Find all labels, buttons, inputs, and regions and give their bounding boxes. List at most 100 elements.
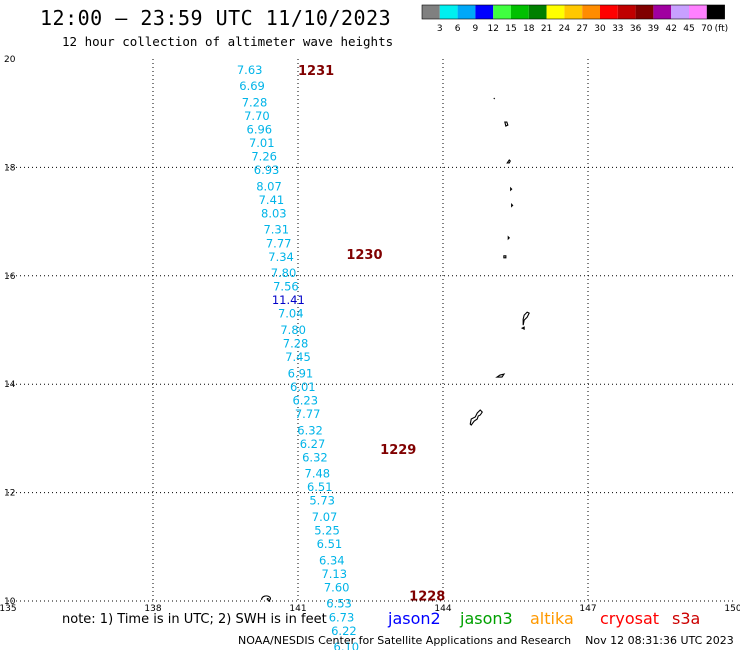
wave-height-point: 6.01 xyxy=(290,380,316,394)
wave-height-point: 6.73 xyxy=(329,610,355,624)
wave-height-point: 7.48 xyxy=(305,467,331,481)
color-scale-label: 30 xyxy=(594,24,606,34)
color-scale-legend: 3 6 9 12 15 18 21 24 27 30 33 36 39 42 45 70 (ft) xyxy=(421,4,729,34)
x-tick-label: 147 xyxy=(579,604,596,614)
color-scale-label: 42 xyxy=(665,24,676,34)
color-scale-label: 15 xyxy=(505,24,516,34)
wave-height-point: 7.80 xyxy=(280,323,306,337)
wave-height-point: 6.51 xyxy=(317,537,343,551)
y-tick-label: 10 xyxy=(4,597,16,607)
wave-height-point: 6.27 xyxy=(300,437,326,451)
wave-height-point: 7.13 xyxy=(321,567,347,581)
island-outlines xyxy=(261,97,530,602)
wave-height-point: 6.69 xyxy=(239,79,265,93)
color-scale-label: 9 xyxy=(473,24,479,34)
color-scale-label: 12 xyxy=(487,24,498,34)
time-labels: 1231 1230 1229 1228 xyxy=(298,64,445,605)
wave-height-point: 7.28 xyxy=(283,337,309,351)
color-swatch xyxy=(546,5,565,19)
wave-height-point: 7.34 xyxy=(268,250,294,264)
color-swatch xyxy=(493,5,511,19)
wave-height-point: 6.93 xyxy=(254,163,280,177)
y-tick-label: 12 xyxy=(4,489,15,499)
island-saipan-tinian xyxy=(520,311,530,331)
credit-timestamp: Nov 12 08:31:36 UTC 2023 xyxy=(585,634,734,647)
mission-label-s3a: s3a xyxy=(672,609,701,628)
wave-height-point: 7.04 xyxy=(278,307,304,321)
color-scale-label: 70 xyxy=(701,24,713,34)
color-scale-unit: (ft) xyxy=(715,24,729,34)
color-scale-label: 24 xyxy=(559,24,571,34)
wave-height-point: 11.41 xyxy=(272,293,305,307)
color-scale-label: 27 xyxy=(576,24,587,34)
color-swatch xyxy=(475,5,494,19)
island-guam xyxy=(469,409,483,426)
axis-tick-labels: 135 138 141 144 147 150 10 12 14 16 18 20 xyxy=(0,55,740,614)
wave-height-point: 6.34 xyxy=(319,553,345,567)
color-swatch xyxy=(671,5,689,19)
wave-height-point: 8.03 xyxy=(261,206,287,220)
color-scale-label: 21 xyxy=(541,24,552,34)
color-swatch xyxy=(582,5,600,19)
color-scale-label: 33 xyxy=(612,24,623,34)
island-anatahan xyxy=(503,255,507,259)
grid-lines xyxy=(8,59,733,602)
color-swatch xyxy=(689,5,707,19)
wave-height-point: 6.32 xyxy=(297,423,323,437)
time-label: 1230 xyxy=(346,248,382,263)
page-title: 12:00 – 23:59 UTC 11/10/2023 xyxy=(40,6,392,30)
color-swatch xyxy=(706,5,725,19)
y-tick-label: 18 xyxy=(4,163,16,173)
wave-height-point: 6.53 xyxy=(326,597,352,611)
wave-height-point: 7.80 xyxy=(271,266,297,280)
color-swatch xyxy=(600,5,618,19)
y-tick-label: 20 xyxy=(4,55,16,65)
color-swatch xyxy=(457,5,476,19)
color-scale-label: 18 xyxy=(523,24,535,34)
wave-height-point: 7.77 xyxy=(295,407,321,421)
wave-height-point: 7.70 xyxy=(244,109,270,123)
wave-height-point: 7.31 xyxy=(263,223,289,237)
footer-note: note: 1) Time is in UTC; 2) SWH is in fe… xyxy=(62,612,327,627)
wave-height-point: 7.28 xyxy=(242,95,268,109)
wave-height-point: 7.45 xyxy=(285,350,311,364)
island-asuncion xyxy=(506,159,511,164)
time-label: 1228 xyxy=(409,590,445,605)
wave-height-point: 6.22 xyxy=(331,624,357,638)
time-label: 1229 xyxy=(380,443,416,458)
color-swatch xyxy=(564,5,583,19)
credit-text: NOAA/NESDIS Center for Satellite Applica… xyxy=(238,634,572,647)
wave-height-point: 6.10 xyxy=(334,640,360,650)
island-pagan xyxy=(511,203,514,208)
wave-height-point: 5.25 xyxy=(314,524,340,538)
wave-height-point: 7.56 xyxy=(273,280,299,294)
color-swatch xyxy=(422,5,440,19)
island-fais xyxy=(261,595,271,602)
wave-height-point: 6.51 xyxy=(307,480,333,494)
wave-height-values: 7.636.697.287.706.967.017.266.938.077.41… xyxy=(237,63,360,650)
wave-height-point: 7.26 xyxy=(251,150,277,164)
footer-credit: NOAA/NESDIS Center for Satellite Applica… xyxy=(238,634,734,647)
y-tick-label: 16 xyxy=(4,272,16,282)
time-label: 1231 xyxy=(298,64,334,79)
wave-height-point: 6.32 xyxy=(302,450,328,464)
wave-height-point: 6.23 xyxy=(292,393,318,407)
island-rota xyxy=(495,373,506,378)
color-swatch xyxy=(635,5,654,19)
island-maug xyxy=(504,121,509,127)
x-tick-label: 150 xyxy=(724,604,740,614)
wave-height-point: 7.77 xyxy=(266,236,292,250)
island-alamagan xyxy=(507,235,511,241)
page-subtitle: 12 hour collection of altimeter wave hei… xyxy=(62,34,394,49)
x-tick-label: 141 xyxy=(289,604,306,614)
mission-label-altika: altika xyxy=(530,609,574,628)
island-farallon xyxy=(493,97,496,100)
color-swatch xyxy=(439,5,458,19)
wave-height-point: 6.91 xyxy=(288,366,314,380)
color-swatch xyxy=(653,5,672,19)
y-tick-label: 14 xyxy=(4,380,16,390)
color-scale-frame xyxy=(421,4,725,20)
mission-label-jason3: jason3 xyxy=(460,609,513,628)
x-tick-label: 144 xyxy=(434,604,451,614)
